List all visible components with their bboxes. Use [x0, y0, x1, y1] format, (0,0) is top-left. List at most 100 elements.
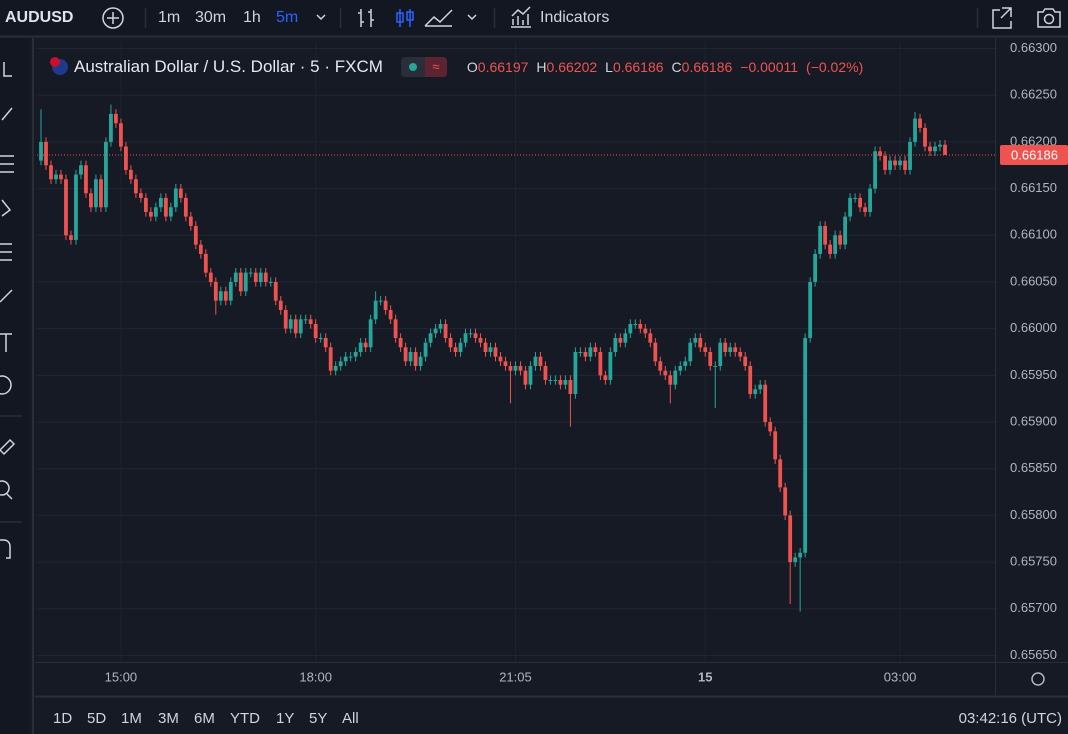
candle-body [148, 211, 153, 217]
range-button[interactable]: YTD [230, 710, 260, 727]
range-button[interactable]: All [342, 710, 359, 727]
candle-body [778, 459, 783, 488]
candle-body [143, 197, 148, 212]
candle-body [868, 188, 872, 212]
candle-body [673, 370, 678, 385]
candle-body [508, 366, 513, 371]
candle-body [618, 337, 623, 343]
last-price-tag [1000, 144, 1068, 165]
candle-body [328, 347, 333, 371]
candle-body [843, 216, 848, 245]
text-tool[interactable] [0, 333, 12, 352]
candle-body [458, 342, 463, 352]
range-button[interactable]: 1D [53, 710, 73, 727]
symbol[interactable]: AUDUSD [5, 9, 74, 26]
candle-body [603, 375, 608, 381]
candle-body [124, 146, 128, 170]
candles-icon[interactable] [396, 9, 414, 27]
area-icon[interactable] [424, 9, 453, 27]
candle-body [358, 342, 363, 352]
add-symbol-icon[interactable] [102, 7, 124, 29]
fib-tool[interactable] [0, 155, 14, 173]
y-tick-label: 0.66150 [1010, 180, 1057, 195]
candle-body [283, 309, 288, 329]
candle-body [688, 342, 693, 362]
indicators-icon[interactable] [511, 6, 531, 28]
candle-body [888, 160, 892, 170]
ohlc-value: 0.66197 [477, 59, 529, 75]
range-button[interactable]: 6M [194, 710, 215, 727]
candle-body [253, 272, 258, 282]
candle-body [748, 366, 753, 395]
grid-layer: 0.66300 0.66250 0.66200 0.66150 0.66100 0.660… [37, 40, 1057, 684]
candle-body [633, 323, 638, 325]
bars-icon[interactable] [358, 9, 374, 27]
candle-body [763, 384, 768, 423]
candle-body [468, 333, 473, 335]
candle-body [64, 179, 68, 236]
candle-body [798, 552, 803, 558]
candle-body [738, 352, 743, 357]
y-tick-label: 0.65800 [1010, 507, 1057, 522]
fullscreen-icon[interactable] [992, 7, 1012, 29]
candle-body [773, 431, 778, 460]
candle-body [163, 197, 168, 217]
emoji-tool[interactable] [0, 375, 12, 395]
candle-body [518, 366, 523, 371]
cursor-tool[interactable] [3, 62, 12, 77]
candle-body [668, 375, 673, 385]
candle-body [808, 281, 813, 338]
candle-body [588, 347, 593, 357]
snapshot-icon[interactable] [1037, 8, 1061, 28]
range-button[interactable]: 1M [121, 710, 142, 727]
candle-body [533, 356, 538, 367]
range-button[interactable]: 1Y [276, 710, 295, 727]
candle-body [788, 515, 793, 563]
candle-body [488, 347, 493, 352]
candle-body [663, 370, 668, 376]
x-tick-label: 21:05 [499, 669, 532, 684]
candle-body [258, 272, 263, 282]
candle-body [173, 188, 178, 208]
candle-body [343, 356, 348, 362]
interval-button[interactable]: 5m [276, 9, 299, 26]
interval-chevron[interactable] [316, 14, 326, 21]
range-button[interactable]: 3M [158, 710, 179, 727]
overlay-layer: 0.66186 [37, 144, 1068, 165]
y-tick-label: 0.66250 [1010, 87, 1057, 102]
axis-settings-icon[interactable] [1031, 672, 1045, 686]
candle-body [638, 323, 643, 329]
candle-body [69, 235, 73, 240]
candle-body [463, 333, 468, 343]
candle-body [513, 366, 518, 371]
candle-body [453, 347, 458, 352]
range-button[interactable]: 5D [87, 710, 107, 727]
brush-tool[interactable] [0, 289, 13, 303]
candle-body [223, 291, 228, 301]
candle-body [623, 333, 628, 343]
candle-body [753, 389, 758, 395]
magnet-tool[interactable] [0, 539, 11, 559]
y-tick-label: 0.66000 [1010, 320, 1057, 335]
candle-body [94, 179, 98, 208]
indicators-button[interactable]: Indicators [540, 9, 610, 26]
pattern-tool[interactable] [1, 199, 12, 217]
range-button[interactable]: 5Y [309, 710, 328, 727]
interval-button[interactable]: 30m [195, 9, 227, 26]
chart-type-chevron[interactable] [467, 14, 477, 21]
interval-button[interactable]: 1h [243, 9, 261, 26]
ruler-tool[interactable] [0, 438, 16, 456]
zoom-tool[interactable] [0, 480, 10, 496]
candle-body [49, 165, 53, 180]
candle-body [528, 366, 533, 385]
left-sidebar-bg [0, 38, 30, 734]
zoom-handle [6, 493, 13, 500]
trend-line-tool[interactable] [1, 107, 13, 121]
projection-tool[interactable] [0, 243, 12, 261]
candle-body [578, 352, 583, 353]
ohlc-key: H [536, 59, 547, 75]
candle-body [273, 281, 278, 301]
interval-button[interactable]: 1m [158, 9, 181, 26]
candle-body [708, 352, 713, 367]
